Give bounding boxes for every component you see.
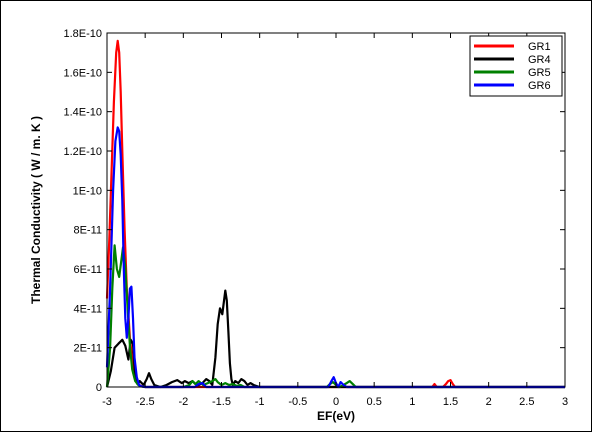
- legend-label-gr6: GR6: [528, 80, 551, 92]
- y-tick-label: 1.4E-10: [63, 107, 102, 119]
- y-tick-label: 2E-11: [73, 343, 102, 355]
- legend-label-gr4: GR4: [528, 54, 551, 66]
- y-tick-label: 0: [96, 382, 102, 394]
- y-tick-label: 4E-11: [73, 303, 102, 315]
- y-tick-label: 1.6E-10: [63, 67, 102, 79]
- x-axis: -3 -2.5 -2 -1.5 -1 -0.5 0 0.5 1 1.5 2 2.5 3: [102, 33, 568, 408]
- series-line-gr6: [105, 126, 565, 389]
- legend-label-gr5: GR5: [528, 67, 551, 79]
- y-tick-label: 8E-11: [73, 225, 102, 237]
- x-tick-label: 3: [562, 396, 568, 408]
- y-tick-label: 6E-11: [73, 264, 102, 276]
- x-tick-label: -3: [102, 396, 112, 408]
- x-tick-label: 2.5: [519, 396, 534, 408]
- x-tick-label: 2: [486, 396, 492, 408]
- legend-label-gr1: GR1: [528, 41, 551, 53]
- y-tick-label: 1.8E-10: [63, 28, 102, 40]
- x-tick-label: -0.5: [288, 396, 307, 408]
- x-tick-label: 1: [409, 396, 415, 408]
- y-tick-label: 1.2E-10: [63, 146, 102, 158]
- y-axis: 0 2E-11 4E-11 6E-11 8E-11 1E-10 1.2E-10 1.4E-10…: [63, 28, 565, 394]
- x-tick-label: 1.5: [443, 396, 458, 408]
- x-tick-label: -2: [178, 396, 188, 408]
- x-tick-label: -1: [255, 396, 265, 408]
- x-tick-label: -1.5: [212, 396, 231, 408]
- x-tick-label: 0: [333, 396, 339, 408]
- y-tick-label: 1E-10: [73, 185, 102, 197]
- y-axis-label: Thermal Conductivity ( W / m. K ): [29, 116, 43, 304]
- x-tick-label: 0.5: [367, 396, 382, 408]
- x-tick-label: -2.5: [136, 396, 155, 408]
- x-axis-label: EF(eV): [317, 409, 355, 423]
